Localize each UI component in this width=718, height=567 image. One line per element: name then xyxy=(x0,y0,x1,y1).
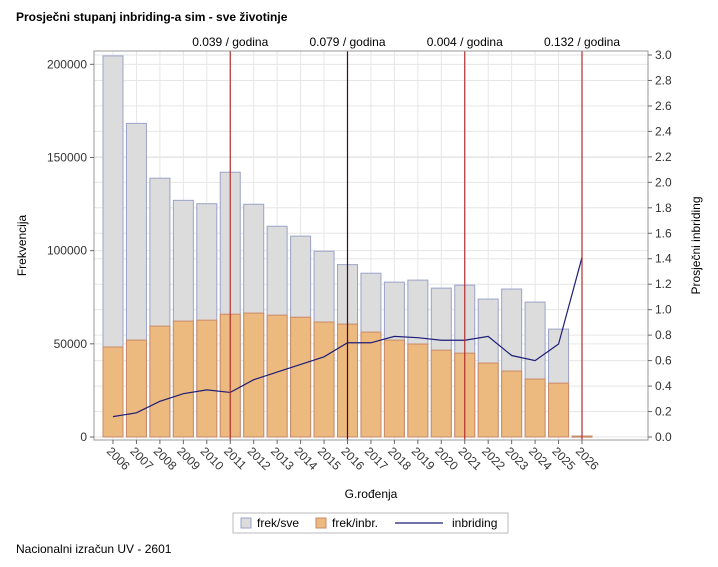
y2-tick-label: 1.0 xyxy=(655,303,672,317)
y-tick-label: 200000 xyxy=(47,57,87,71)
y2-tick-label: 1.4 xyxy=(655,252,672,266)
bar-frekinbr-2012 xyxy=(243,312,265,438)
bar-frekinbr-2008 xyxy=(149,325,171,438)
y2-tick-label: 3.0 xyxy=(655,48,672,62)
legend-label-frek-sve: frek/sve xyxy=(257,516,299,530)
x-tick-label: 2022 xyxy=(479,444,508,473)
bar-frekinbr-2025 xyxy=(548,382,570,438)
x-tick-label: 2020 xyxy=(432,444,461,473)
x-tick-label: 2025 xyxy=(549,444,578,473)
bar-frekinbr-2006 xyxy=(102,346,124,438)
x-tick-label: 2015 xyxy=(315,444,344,473)
y-tick-label: 150000 xyxy=(47,150,87,164)
bar-frekinbr-2024 xyxy=(524,378,546,438)
x-tick-label: 2012 xyxy=(245,444,274,473)
bar-frekinbr-2020 xyxy=(430,349,452,438)
reference-label-2011: 0.039 / godina xyxy=(192,35,268,49)
x-tick-label: 2026 xyxy=(573,444,602,473)
y2-tick-label: 2.0 xyxy=(655,175,672,189)
x-tick-label: 2010 xyxy=(198,444,227,473)
x-tick-label: 2014 xyxy=(291,444,320,473)
y2-tick-label: 2.2 xyxy=(655,150,672,164)
bar-frekinbr-2018 xyxy=(383,339,405,438)
x-tick-label: 2024 xyxy=(526,444,555,473)
x-tick-label: 2006 xyxy=(104,444,133,473)
y2-tick-label: 0.4 xyxy=(655,379,672,393)
bar-frekinbr-2014 xyxy=(290,316,312,438)
x-tick-label: 2007 xyxy=(127,444,156,473)
x-tick-label: 2023 xyxy=(503,444,532,473)
bar-frekinbr-2010 xyxy=(196,319,218,438)
y2-tick-label: 0.0 xyxy=(655,430,672,444)
reference-label-2026: 0.132 / godina xyxy=(544,35,620,49)
bar-frekinbr-2009 xyxy=(172,320,194,438)
y-tick-label: 0 xyxy=(80,430,87,444)
x-tick-label: 2013 xyxy=(268,444,297,473)
bar-frekinbr-2019 xyxy=(407,343,429,438)
x-tick-label: 2009 xyxy=(174,444,203,473)
x-tick-label: 2021 xyxy=(456,444,485,473)
x-axis-label: G.rođenja xyxy=(345,487,398,501)
y2-tick-label: 2.8 xyxy=(655,73,672,87)
y2-tick-label: 0.6 xyxy=(655,354,672,368)
reference-label-2016: 0.079 / godina xyxy=(309,35,385,49)
x-tick-label: 2008 xyxy=(151,444,180,473)
bar-frekinbr-2023 xyxy=(501,370,523,438)
reference-label-2021: 0.004 / godina xyxy=(427,35,503,49)
y2-tick-label: 0.8 xyxy=(655,328,672,342)
bar-frekinbr-2015 xyxy=(313,321,335,438)
y2-tick-label: 2.4 xyxy=(655,124,672,138)
footnote: Nacionalni izračun UV - 2601 xyxy=(16,542,172,556)
x-tick-label: 2016 xyxy=(338,444,367,473)
y2-tick-label: 1.2 xyxy=(655,277,672,291)
legend-swatch-frek-inbr xyxy=(315,517,327,529)
y2-tick-label: 0.2 xyxy=(655,405,672,419)
x-tick-label: 2018 xyxy=(385,444,414,473)
y-tick-label: 100000 xyxy=(47,244,87,258)
x-tick-label: 2017 xyxy=(362,444,391,473)
y2-tick-label: 1.6 xyxy=(655,226,672,240)
legend-swatch-frek-sve xyxy=(240,517,252,529)
x-tick-label: 2019 xyxy=(409,444,438,473)
bar-frekinbr-2007 xyxy=(125,339,147,438)
y2-tick-label: 1.8 xyxy=(655,201,672,215)
bar-frekinbr-2017 xyxy=(360,331,382,438)
x-tick-label: 2011 xyxy=(221,444,249,472)
y2-tick-label: 2.6 xyxy=(655,99,672,113)
chart-title: Prosječni stupanj inbriding-a sim - sve … xyxy=(16,10,288,24)
y-axis-label: Frekvencija xyxy=(15,215,29,277)
legend-label-frek-inbr: frek/inbr. xyxy=(332,516,378,530)
legend xyxy=(232,512,509,534)
y2-axis-label: Prosječni inbriding xyxy=(689,196,703,294)
bar-frekinbr-2022 xyxy=(477,362,499,438)
legend-label-inbriding: inbriding xyxy=(452,516,497,530)
y-tick-label: 50000 xyxy=(54,337,88,351)
bar-frekinbr-2013 xyxy=(266,314,288,438)
